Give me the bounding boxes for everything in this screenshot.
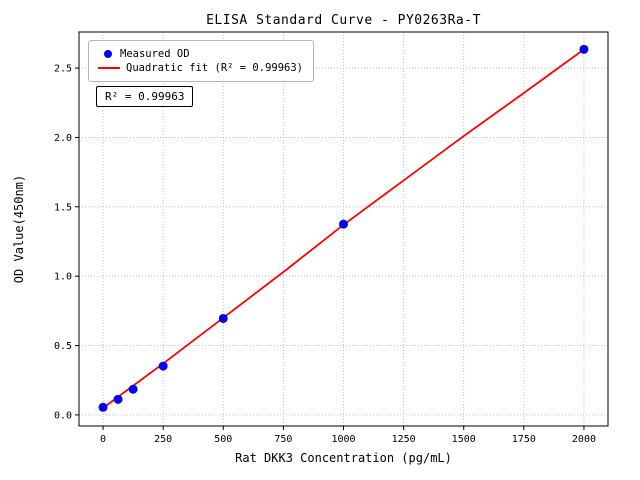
data-point: [128, 384, 138, 394]
y-tick-label: 0.0: [54, 410, 72, 421]
x-tick-label: 2000: [572, 434, 596, 445]
x-axis-label: Rat DKK3 Concentration (pg/mL): [235, 451, 452, 465]
x-tick-label: 1500: [452, 434, 476, 445]
x-tick-label: 250: [154, 434, 172, 445]
legend-label-quadratic-fit: Quadratic fit (R² = 0.99963): [126, 61, 304, 74]
legend-label-measured-od: Measured OD: [120, 48, 190, 60]
y-tick-label: 0.5: [54, 341, 72, 352]
legend-line-marker-icon: [98, 66, 120, 69]
x-tick-label: 1750: [512, 434, 536, 445]
data-point: [339, 219, 348, 229]
x-tick-label: 500: [214, 434, 232, 445]
y-tick-label: 1.5: [54, 202, 72, 213]
legend: Measured OD Quadratic fit (R² = 0.99963): [88, 40, 315, 82]
legend-entry-quadratic-fit: Quadratic fit (R² = 0.99963): [98, 61, 304, 74]
x-tick-label: 1000: [331, 434, 355, 445]
data-point: [113, 394, 123, 404]
legend-scatter-marker-icon: [104, 50, 112, 59]
x-tick-label: 1250: [392, 434, 416, 445]
y-tick-label: 2.5: [54, 64, 72, 75]
data-point: [579, 44, 589, 54]
data-point: [98, 402, 108, 412]
chart-title: ELISA Standard Curve - PY0263Ra-T: [206, 13, 481, 28]
data-point: [218, 313, 228, 323]
x-tick-label: 750: [274, 434, 292, 445]
legend-entry-measured-od: Measured OD: [98, 49, 303, 60]
r-squared-annotation: R² = 0.99963: [96, 86, 194, 107]
data-point: [158, 361, 168, 371]
y-tick-label: 2.0: [54, 133, 72, 144]
y-tick-label: 1.0: [54, 272, 72, 283]
x-tick-label: 0: [100, 434, 106, 445]
